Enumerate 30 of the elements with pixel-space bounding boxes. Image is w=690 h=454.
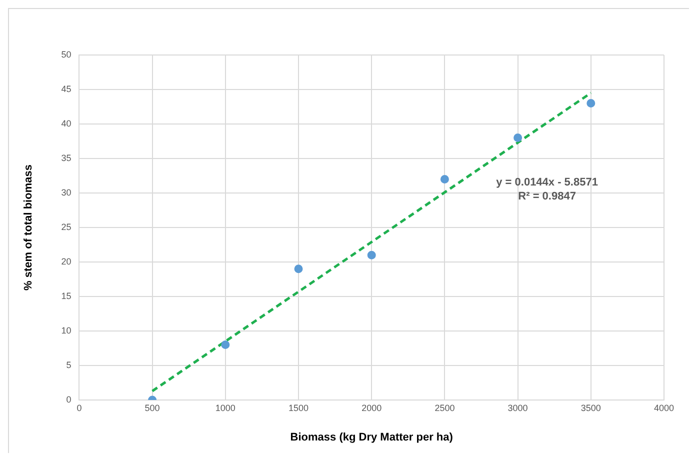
x-tick-label: 2000 xyxy=(362,402,382,413)
point xyxy=(294,264,303,274)
x-tick-label: 3000 xyxy=(508,402,528,413)
annotation: R² = 0.9847 xyxy=(518,190,576,203)
y-tick-label: 45 xyxy=(61,84,72,94)
x-tick-label: 4000 xyxy=(654,402,674,413)
x-tick-label: 2500 xyxy=(434,402,455,413)
point xyxy=(367,250,376,260)
x-tick-label: 1500 xyxy=(288,402,309,413)
x-tick-label: 3500 xyxy=(580,402,601,413)
x-axis-title: Biomass (kg Dry Matter per ha) xyxy=(290,431,454,444)
y-tick-label: 30 xyxy=(61,187,72,198)
y-tick-label: 15 xyxy=(61,290,72,301)
y-tick-label: 10 xyxy=(61,325,72,336)
annotation: y = 0.0144x - 5.8571 xyxy=(496,176,598,189)
y-tick-label: 20 xyxy=(61,256,72,266)
point xyxy=(586,99,596,108)
x-tick-label: 1000 xyxy=(215,402,236,413)
y-axis-title: % stem of total biomass xyxy=(22,164,35,290)
y-tick-label: 35 xyxy=(61,152,72,163)
y-tick-label: 40 xyxy=(61,118,72,128)
y-tick-label: 5 xyxy=(66,360,72,370)
point xyxy=(440,174,449,184)
y-tick-label: 50 xyxy=(61,49,72,60)
x-tick-label: 0 xyxy=(76,402,82,413)
x-tick-label: 500 xyxy=(144,402,160,413)
point xyxy=(221,340,230,350)
y-tick-label: 0 xyxy=(66,394,72,404)
point xyxy=(514,134,522,142)
y-tick-label: 25 xyxy=(61,222,72,232)
